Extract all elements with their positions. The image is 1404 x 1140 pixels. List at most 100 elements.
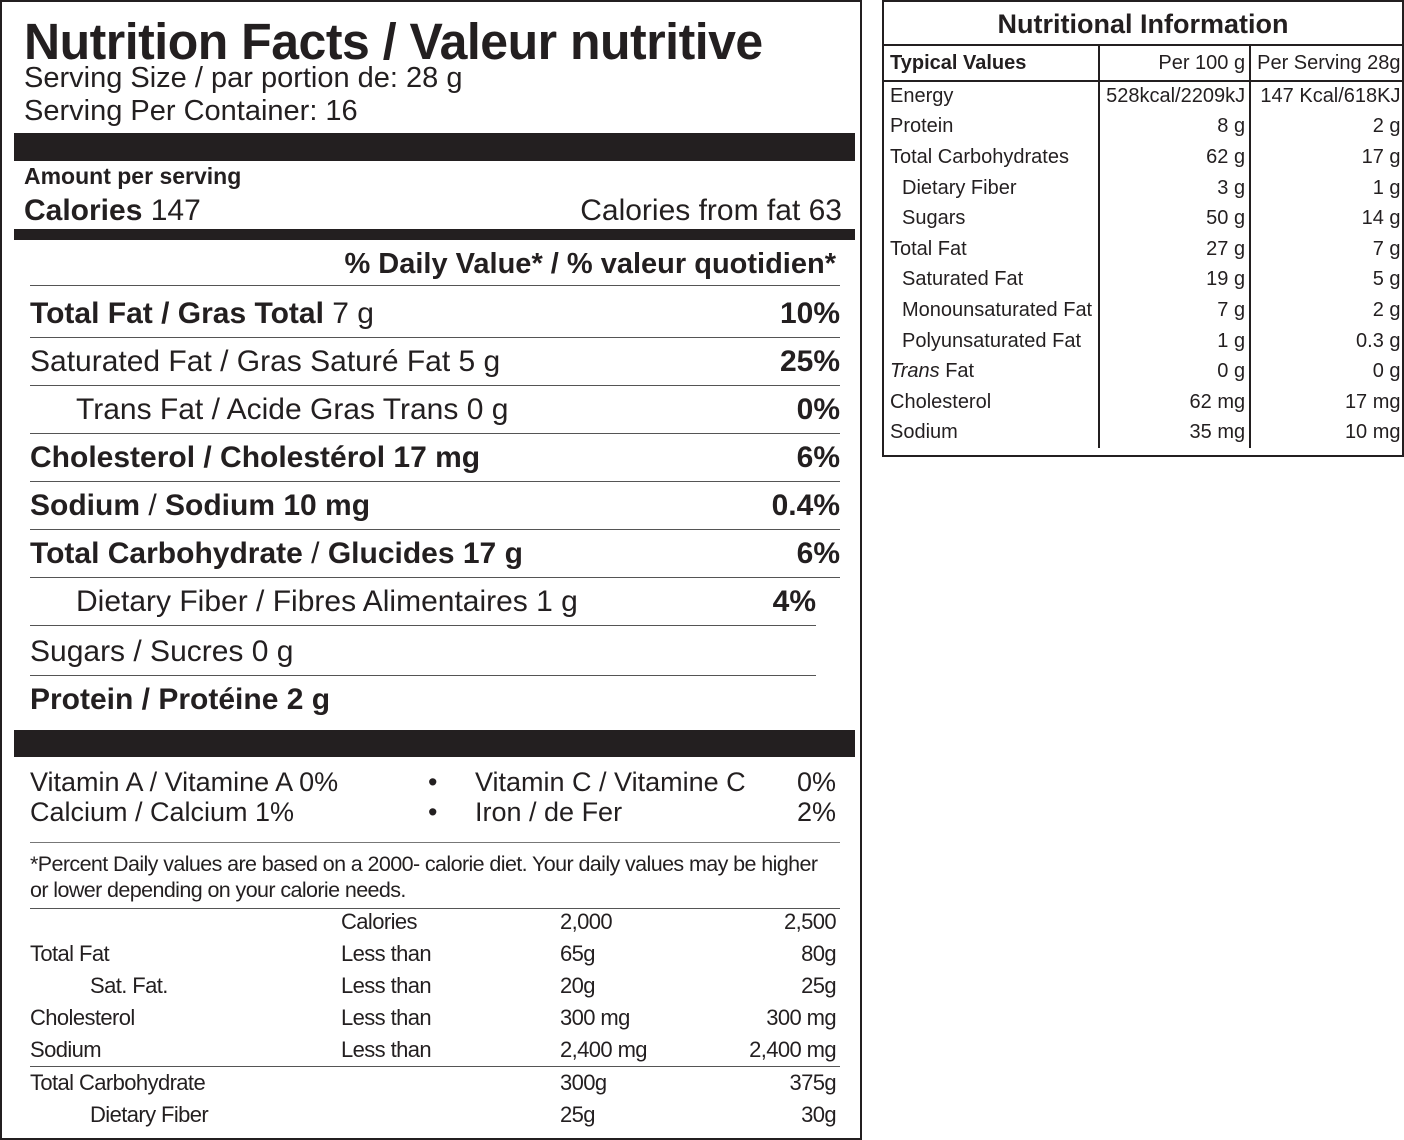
nutrient-name: Total Carbohydrate / Glucides 17 g xyxy=(30,537,523,571)
divider xyxy=(30,908,840,909)
info-title: Nutritional Information xyxy=(997,9,1289,39)
daily-value-percent: 10% xyxy=(779,296,840,330)
per-serving-value: 2 g xyxy=(1249,111,1404,143)
per-serving-value: 10 mg xyxy=(1249,417,1404,449)
nutrient-name: Dietary Fiber xyxy=(902,176,1017,199)
per-100g-value: 35 mg xyxy=(1098,417,1251,449)
dv-table-cell: Total Fat xyxy=(30,941,110,966)
per-100g-value: 62 mg xyxy=(1098,386,1251,418)
nutrient-row: Sugars / Sucres 0 g xyxy=(30,628,816,676)
dv-table-cell: 25g xyxy=(801,973,837,998)
calories-from-fat: Calories from fat 63 xyxy=(580,194,842,227)
nutrient-row: Trans Fat / Acide Gras Trans 0 g 0% xyxy=(30,386,840,434)
nutrient-name-bold: Cholesterol / Cholestérol 17 mg xyxy=(30,440,481,474)
dv-table-cell: Less than xyxy=(341,973,432,998)
nutrition-facts-label: Nutrition Facts / Valeur nutritive Servi… xyxy=(0,0,862,1140)
dv-table-cell: 300g xyxy=(560,1070,607,1095)
dv-table-cell: Less than xyxy=(341,1037,432,1062)
table-row: Sugars 50 g 14 g xyxy=(884,203,1404,234)
nutrient-row: Total Fat / Gras Total 7 g 10% xyxy=(30,290,840,338)
trans-suffix: Fat xyxy=(939,360,975,383)
dv-table-cell: Sat. Fat. xyxy=(90,973,168,998)
per-100g-value: 3 g xyxy=(1098,172,1251,204)
per-100g-value: 27 g xyxy=(1098,233,1251,265)
per-serving-value: 14 g xyxy=(1249,203,1404,234)
calories-label: Calories xyxy=(24,194,143,227)
vitamin-item: Iron / de Fer xyxy=(475,797,623,827)
header-typical: Typical Values xyxy=(884,44,1100,82)
daily-value-header: % Daily Value* / % valeur quotidien* xyxy=(344,248,836,280)
nutrient-name: Trans Fat xyxy=(884,356,1099,387)
table-row: Total Carbohydrates 62 g 17 g xyxy=(884,142,1404,173)
table-row: Cholesterol 62 mg 17 mg xyxy=(884,386,1404,418)
nutrient-amount: / xyxy=(140,488,166,522)
per-serving-value: 2 g xyxy=(1249,295,1404,326)
per-100g-value: 8 g xyxy=(1098,111,1251,143)
dv-table-cell: 375g xyxy=(789,1070,836,1095)
nutrient-name: Saturated Fat xyxy=(902,268,1024,291)
dv-table-cell: 2,500 xyxy=(783,909,837,934)
per-100g-value: 7 g xyxy=(1098,295,1251,326)
daily-value-percent: 0.4% xyxy=(771,488,840,522)
nutrient-amount: Sugars / Sucres 0 g xyxy=(30,634,294,668)
per-100g-value: 0 g xyxy=(1098,356,1251,387)
vitamin-value: 2% xyxy=(796,797,836,827)
nutrient-name-bold: Total Fat / Gras Total xyxy=(30,296,324,330)
nutrient-name: Sugars xyxy=(902,207,966,230)
dv-table-cell: 2,000 xyxy=(560,909,613,934)
nutrient-name: Sugars / Sucres 0 g xyxy=(30,635,293,669)
nutrient-name-bold: Sodium 10 mg xyxy=(165,488,371,522)
nutrient-row: Sodium / Sodium 10 mg 0.4% xyxy=(30,482,840,530)
nutrient-row: Cholesterol / Cholestérol 17 mg 6% xyxy=(30,434,840,482)
divider xyxy=(30,1066,840,1067)
nutrient-name: Monounsaturated Fat xyxy=(902,298,1093,321)
dv-table-cell: Dietary Fiber xyxy=(90,1102,209,1127)
vitamin-item: Vitamin C / Vitamine C xyxy=(475,767,746,797)
dv-table-cell: Less than xyxy=(341,1005,432,1030)
daily-value-percent: 4% xyxy=(772,584,816,618)
nutrient-name: Protein / Protéine 2 g xyxy=(30,683,330,717)
header-per-100g: Per 100 g xyxy=(1098,44,1251,82)
dv-table-cell: 300 mg xyxy=(766,1005,836,1030)
nutrient-amount: / xyxy=(302,536,328,570)
per-serving-value: 5 g xyxy=(1249,264,1404,296)
nutrient-amount: 7 g xyxy=(323,296,374,330)
table-row: Energy 528kcal/2209kJ 147 Kcal/618KJ xyxy=(884,81,1404,112)
daily-value-percent: 6% xyxy=(796,536,840,570)
serving-size: Serving Size / par portion de: 28 g xyxy=(24,62,463,94)
nutrient-name: Total Fat xyxy=(890,237,967,260)
nutrient-name: Sodium xyxy=(890,421,958,444)
dv-table-cell: 300 mg xyxy=(560,1005,630,1030)
label-title: Nutrition Facts / Valeur nutritive xyxy=(24,13,763,70)
nutrient-row: Total Carbohydrate / Glucides 17 g 6% xyxy=(30,530,840,578)
per-serving-value: 0.3 g xyxy=(1249,325,1404,357)
nutrient-name-bold: Sodium xyxy=(30,488,140,522)
nutrient-row: Protein / Protéine 2 g xyxy=(30,676,816,724)
dv-table-cell: Sodium xyxy=(30,1037,102,1062)
footnote: *Percent Daily values are based on a 200… xyxy=(30,852,818,902)
per-100g-value: 1 g xyxy=(1098,325,1251,357)
divider-bar xyxy=(14,730,855,757)
dv-table-cell: 20g xyxy=(560,973,596,998)
nutritional-information-table: Nutritional Information Typical Values P… xyxy=(882,0,1404,457)
nutrient-amount: Trans Fat / Acide Gras Trans 0 g xyxy=(76,392,509,426)
per-serving-value: 0 g xyxy=(1249,356,1404,387)
amount-per-serving: Amount per serving xyxy=(24,163,242,189)
divider-bar xyxy=(14,229,855,240)
nutrient-name-bold: Glucides 17 g xyxy=(327,536,523,570)
nutrient-name: Dietary Fiber / Fibres Alimentaires 1 g xyxy=(30,585,578,619)
nutrient-name: Total Fat / Gras Total 7 g xyxy=(30,297,374,331)
vitamin-item: Calcium / Calcium 1% xyxy=(30,797,295,827)
info-table: Typical Values Per 100 g Per Serving 28g… xyxy=(884,44,1404,449)
vitamin-value: 0% xyxy=(796,767,836,797)
nutrient-name: Polyunsaturated Fat xyxy=(902,329,1081,352)
daily-value-percent: 0% xyxy=(796,392,840,426)
calories-value: 147 xyxy=(150,194,201,227)
dv-table-cell: 65g xyxy=(560,941,596,966)
nutrient-row: Dietary Fiber / Fibres Alimentaires 1 g 4… xyxy=(30,578,816,626)
